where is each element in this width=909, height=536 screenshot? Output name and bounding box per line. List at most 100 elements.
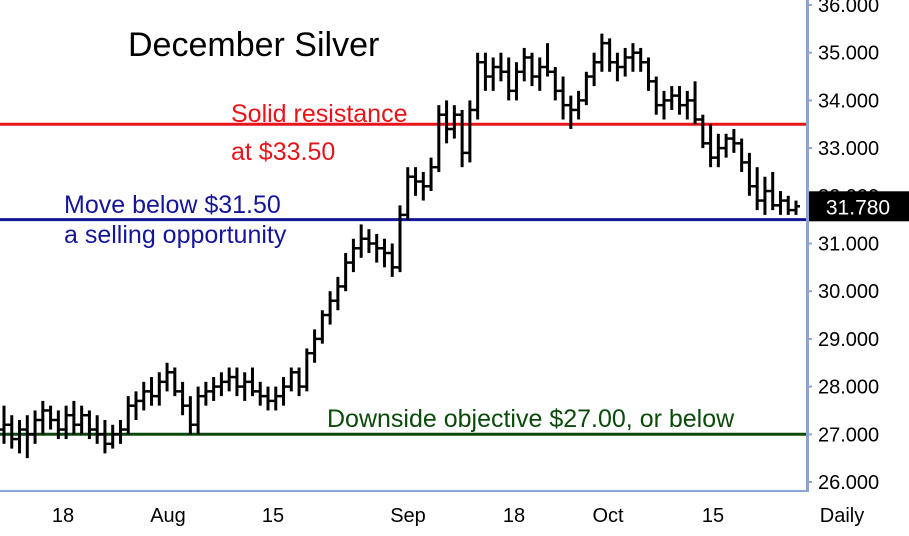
price-bar [170,367,179,397]
price-bar [0,405,8,444]
price-bar [124,396,133,435]
price-bar [295,367,304,397]
price-bar [364,229,373,254]
price-bar [683,90,692,120]
y-axis-ticks: 26.00027.00028.00029.00030.00031.00032.0… [806,0,879,494]
price-bar [784,195,793,215]
price-bar [194,386,203,435]
price-bar [450,105,459,139]
y-tick-label: 27.000 [818,424,879,446]
price-bar [54,410,63,440]
y-tick-label: 35.000 [818,43,879,65]
price-bar [543,43,552,77]
price-bar [419,171,428,201]
annotations: Solid resistance at $33.50 Move below $31.… [64,100,735,433]
price-bar [481,52,490,91]
x-tick-label: 15 [702,505,724,527]
price-bar [613,52,622,82]
price-bar [652,76,661,115]
price-bar [85,410,94,440]
price-bar [256,381,265,406]
price-bar [116,419,125,444]
price-bar [427,157,436,192]
y-tick-label: 29.000 [818,329,879,351]
price-bar [621,47,630,77]
downside-objective-note-1: Downside objective $27.00, or below [327,405,735,433]
price-bar [760,176,769,215]
x-tick-label: 18 [503,505,525,527]
price-bar [232,367,241,397]
price-bar [590,52,599,87]
price-bar [310,329,319,363]
price-bar [287,367,296,392]
y-tick-label: 36.000 [818,0,879,17]
selling-opportunity-note-2: a selling opportunity [64,221,287,249]
price-bar [636,47,645,72]
price-bar [597,33,606,72]
price-bar [163,362,172,392]
price-bar [644,57,653,91]
price-bar [574,90,583,120]
price-bar [139,381,148,411]
price-bar [434,105,443,172]
price-bar [489,57,498,91]
x-tick-label: Oct [592,505,624,527]
price-bar [496,52,505,82]
price-bar [225,367,234,392]
price-bar [458,109,467,168]
price-bar [380,238,389,268]
price-bar [349,238,358,273]
price-bar [302,348,311,392]
price-bar [62,405,71,440]
price-bar [271,386,280,411]
price-bar [737,138,746,172]
price-bar [357,224,366,258]
x-tick-label: 15 [262,505,284,527]
price-bar [512,62,521,101]
price-bar [660,90,668,120]
price-bar [442,100,451,144]
price-bar [333,276,342,311]
horizontal-lines [0,122,806,436]
y-axis-line [806,0,809,492]
price-bar [792,200,800,215]
price-bar [147,377,156,406]
price-bar [186,396,195,435]
price-bar [667,86,676,110]
resistance-note-2: at $33.50 [231,138,335,166]
y-tick-label: 26.000 [818,472,879,494]
price-bar [318,310,327,344]
selling-opportunity-note-1: Move below $31.50 [64,191,281,219]
price-bar [100,419,109,454]
y-tick-label: 30.000 [818,281,879,303]
price-bars [0,33,800,459]
price-bar [729,129,738,153]
price-bar [582,71,591,106]
price-bar [93,415,102,444]
x-axis-ticks: 18 Aug 15 Sep 18 Oct 15 [52,505,724,527]
price-bar [326,291,335,325]
price-bar [209,377,218,401]
price-bar [388,243,397,277]
price-bar [15,419,24,454]
period-label: Daily [820,505,864,527]
price-bar [217,372,226,397]
price-bar [279,377,288,406]
y-tick-label: 31.000 [818,234,879,256]
price-bar [528,52,536,87]
x-axis-line [0,490,808,492]
price-bar [69,400,78,435]
price-bar [745,152,754,196]
x-tick-label: Sep [390,505,426,527]
price-bar [38,400,47,435]
price-bar [551,67,560,101]
last-price-label: 31.780 [826,196,890,219]
price-bar [605,38,614,72]
price-bar [23,415,32,459]
price-bar [675,86,684,115]
price-bar [372,233,381,263]
price-bar [248,367,257,397]
price-bar [473,52,482,120]
